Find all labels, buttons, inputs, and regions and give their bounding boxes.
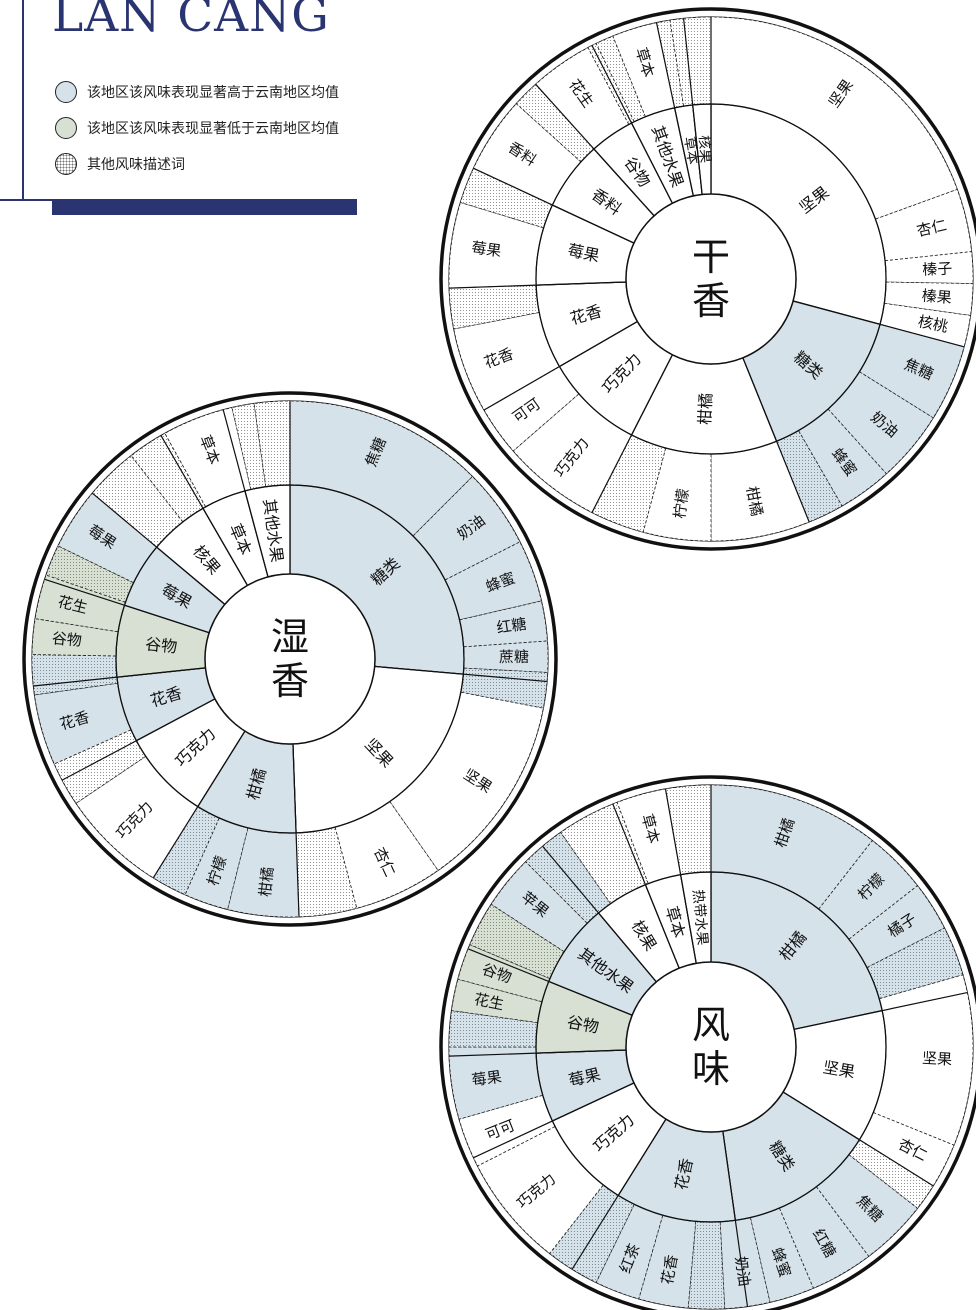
legend-swatch-high — [55, 81, 77, 103]
legend-label-other: 其他风味描述词 — [87, 157, 185, 173]
outer-segment-label: 柑橘 — [743, 485, 766, 518]
outer-segment-label: 柠檬 — [671, 488, 693, 520]
category-divider — [222, 409, 269, 578]
inner-segment-label: 谷物 — [144, 634, 178, 656]
category-divider — [292, 743, 300, 917]
category-divider — [591, 354, 673, 513]
category-divider — [449, 1049, 627, 1057]
outer-segment — [710, 16, 958, 220]
outer-segment — [515, 83, 595, 163]
inner-segment-label: 柑橘 — [695, 392, 715, 425]
category-divider — [742, 357, 810, 523]
category-divider — [483, 320, 638, 411]
category-divider — [591, 45, 673, 204]
legend-label-high: 该地区该风味表现显著高于云南地区均值 — [87, 85, 339, 101]
category-divider — [571, 1118, 667, 1270]
legend-item-high: 该地区该风味表现显著高于云南地区均值 — [55, 74, 339, 110]
page-title: LAN CANG — [52, 0, 330, 43]
outer-segment — [848, 1139, 934, 1209]
outer-segment-label: 坚果 — [922, 1049, 953, 1069]
category-divider — [542, 845, 657, 983]
accent-vertical-line — [22, 0, 24, 200]
outer-segment-label: 谷物 — [51, 629, 82, 650]
wheel-center — [625, 961, 797, 1133]
inner-segment-label: 热带水果 — [689, 889, 710, 946]
category-divider — [664, 788, 697, 964]
legend-item-other: 其他风味描述词 — [55, 146, 339, 182]
center-label-bottom: 香 — [271, 659, 309, 703]
legend-item-low: 该地区该风味表现显著低于云南地区均值 — [55, 110, 339, 146]
category-divider — [473, 167, 635, 244]
outer-segment-label: 莓果 — [470, 239, 502, 261]
category-divider — [152, 730, 246, 879]
outer-segment-label: 榛果 — [921, 287, 952, 307]
category-divider — [792, 300, 965, 348]
outer-segment-label: 榛子 — [922, 259, 953, 278]
category-divider — [683, 18, 703, 195]
category-divider — [473, 1082, 635, 1159]
category-divider — [782, 1091, 934, 1187]
outer-segment-label: 花生 — [473, 990, 506, 1014]
center-label-top: 干 — [692, 235, 730, 279]
outer-segment-label: 红糖 — [495, 615, 527, 637]
outer-segment — [448, 284, 540, 330]
category-divider — [33, 667, 206, 687]
category-divider — [722, 1131, 749, 1307]
category-divider — [655, 22, 694, 196]
outer-segment — [858, 323, 965, 419]
category-divider — [61, 698, 216, 781]
outer-segment-label: 花香 — [658, 1253, 681, 1286]
outer-segment — [473, 103, 582, 206]
wheel-center — [625, 193, 797, 365]
legend-swatch-other — [55, 153, 77, 175]
wheel-center — [204, 573, 376, 745]
flavor-wheel: 柑橘柠檬橘子坚果杏仁焦糖红糖蜂蜜奶油花香红茶巧克力可可莓果花生谷物苹果草本柑橘坚… — [439, 775, 976, 1310]
category-divider — [374, 665, 548, 683]
outer-segment-label: 蔗糖 — [499, 648, 529, 666]
accent-bar — [52, 199, 357, 215]
center-label-bottom: 香 — [692, 279, 730, 323]
outer-segment-label: 莓果 — [471, 1068, 503, 1090]
outer-segment — [45, 545, 135, 603]
center-label-top: 湿 — [271, 615, 309, 659]
ring-boundary — [535, 103, 887, 455]
category-divider — [467, 948, 633, 1016]
legend-swatch-low — [55, 117, 77, 139]
outer-segment-label: 柑橘 — [256, 866, 277, 898]
category-divider — [535, 83, 655, 217]
outer-segment — [34, 574, 126, 633]
category-divider — [449, 281, 627, 289]
center-label-top: 风 — [692, 1003, 730, 1047]
outer-segment — [91, 455, 184, 548]
accent-horizontal-line — [0, 199, 52, 201]
inner-segment-label: 核果 — [695, 135, 712, 164]
outer-segment — [184, 817, 249, 910]
category-divider — [91, 492, 226, 605]
category-divider — [44, 578, 210, 634]
category-divider — [794, 991, 968, 1030]
inner-segment-label: 草本 — [681, 136, 701, 166]
ring-boundary — [115, 484, 465, 834]
legend: 该地区该风味表现显著高于云南地区均值 该地区该风味表现显著低于云南地区均值 其他… — [55, 74, 339, 182]
legend-label-low: 该地区该风味表现显著低于云南地区均值 — [87, 121, 339, 137]
wet-aroma-wheel: 焦糖奶油蜂蜜红糖蔗糖坚果杏仁柑橘柠檬巧克力花香谷物花生莓果草本糖类坚果柑橘巧克力… — [22, 391, 558, 927]
outer-segment — [669, 16, 712, 107]
category-divider — [612, 803, 680, 969]
dry-aroma-wheel: 坚果杏仁榛子榛果核桃焦糖奶油蜂蜜柑橘柠檬巧克力可可花香莓果香料花生草本坚果糖类柑… — [439, 7, 976, 551]
category-divider — [160, 435, 249, 586]
center-label-bottom: 味 — [692, 1047, 730, 1091]
outer-segment-label: 核桃 — [916, 312, 949, 336]
ring-boundary — [535, 871, 887, 1223]
